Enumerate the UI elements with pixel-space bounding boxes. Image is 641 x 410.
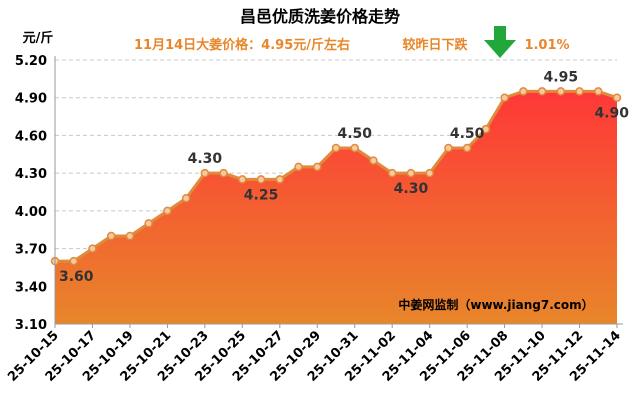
down-arrow-icon — [484, 26, 516, 58]
data-point — [462, 143, 472, 153]
data-label: 4.95 — [544, 69, 579, 85]
data-point — [556, 87, 566, 96]
y-tick-label: 3.10 — [15, 318, 47, 333]
y-tick-label: 4.60 — [15, 129, 47, 144]
data-point — [125, 231, 135, 241]
subtitle-change-value: 1.01% — [524, 38, 569, 53]
data-point — [106, 231, 116, 241]
data-label: 4.50 — [337, 126, 372, 142]
data-labels: 3.60 4.30 4.25 4.50 4.30 4.50 4.95 4.90 — [59, 69, 629, 285]
y-tick-labels: 3.10 3.40 3.70 4.00 4.30 4.60 4.90 5.20 — [15, 54, 47, 333]
source-label: 中姜网监制（www.jiang7.com） — [398, 297, 593, 312]
data-point — [519, 87, 528, 96]
data-label: 4.25 — [244, 187, 279, 203]
data-point — [406, 168, 416, 178]
data-point — [88, 244, 97, 253]
data-label: 4.50 — [450, 126, 485, 142]
data-label: 4.90 — [594, 106, 629, 122]
data-point — [481, 124, 491, 134]
axes — [54, 56, 623, 325]
area-fill — [55, 91, 617, 324]
y-tick-label: 5.20 — [15, 54, 47, 69]
data-point — [275, 175, 285, 184]
data-point — [387, 168, 397, 178]
subtitle-change-label: 较昨日下跌 — [402, 37, 468, 53]
x-tick-labels: 25-10-1525-10-1725-10-1925-10-2125-10-23… — [5, 324, 624, 385]
y-tick-label: 3.40 — [15, 280, 47, 295]
data-label: 3.60 — [59, 269, 94, 285]
data-point — [537, 87, 547, 96]
data-point — [69, 256, 78, 266]
area-polygon — [55, 91, 617, 324]
data-point — [425, 168, 434, 178]
data-point — [294, 162, 303, 172]
data-point — [163, 206, 172, 216]
data-point — [144, 219, 153, 228]
y-tick-label: 3.70 — [15, 243, 47, 258]
data-point — [181, 194, 191, 203]
data-point — [200, 168, 210, 178]
data-point — [444, 143, 453, 153]
data-point — [369, 156, 378, 165]
data-point — [500, 93, 509, 102]
y-axis-unit-label: 元/斤 — [23, 30, 54, 46]
data-label: 4.30 — [188, 151, 223, 167]
y-tick-label: 4.00 — [15, 205, 47, 220]
data-label: 4.30 — [394, 181, 429, 197]
data-point — [594, 87, 603, 96]
data-points — [50, 87, 622, 266]
data-point — [331, 143, 341, 153]
subtitle-price: 11月14日大姜价格：4.95元/斤左右 — [134, 37, 350, 53]
data-point — [612, 93, 622, 102]
y-tick-label: 4.30 — [15, 167, 47, 182]
data-point — [575, 87, 584, 96]
data-point — [238, 175, 247, 184]
data-point — [219, 168, 228, 178]
data-point — [350, 143, 359, 153]
data-point — [313, 162, 322, 172]
y-tick-label: 4.90 — [15, 92, 47, 107]
chart-title: 昌邑优质洗姜价格走势 — [240, 7, 400, 26]
data-point — [256, 175, 266, 184]
